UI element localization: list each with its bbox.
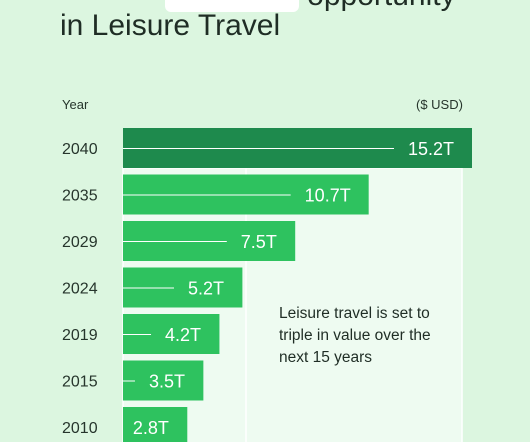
y-tick-2010: 2010 (62, 420, 98, 437)
value-label-2035: 10.7T (305, 186, 351, 206)
bar-2015 (123, 360, 204, 401)
y-tick-2040: 2040 (62, 141, 98, 158)
y-tick-2024: 2024 (62, 281, 98, 298)
headline-line1: Growth spending opportunity (60, 0, 456, 14)
value-label-2040: 15.2T (408, 139, 454, 159)
bar-2010 (123, 407, 188, 442)
y-tick-2015: 2015 (62, 374, 98, 391)
y-tick-2035: 2035 (62, 188, 98, 205)
value-label-2019: 4.2T (165, 325, 201, 345)
value-label-2029: 7.5T (241, 232, 277, 252)
annotation-note: Leisure travel is set to triple in value… (279, 305, 431, 366)
y-tick-2029: 2029 (62, 234, 98, 251)
headline-highlight: spending (165, 0, 299, 12)
value-label-2015: 3.5T (149, 372, 185, 392)
y-axis-header: Year (62, 97, 89, 112)
value-label-2010: 2.8T (133, 418, 169, 438)
headline-line1-text: opportunity (307, 0, 455, 12)
value-label-2024: 5.2T (188, 279, 224, 299)
unit-header: ($ USD) (416, 97, 463, 112)
y-tick-2019: 2019 (62, 327, 98, 344)
chart-title: in Leisure Travel (60, 9, 281, 42)
